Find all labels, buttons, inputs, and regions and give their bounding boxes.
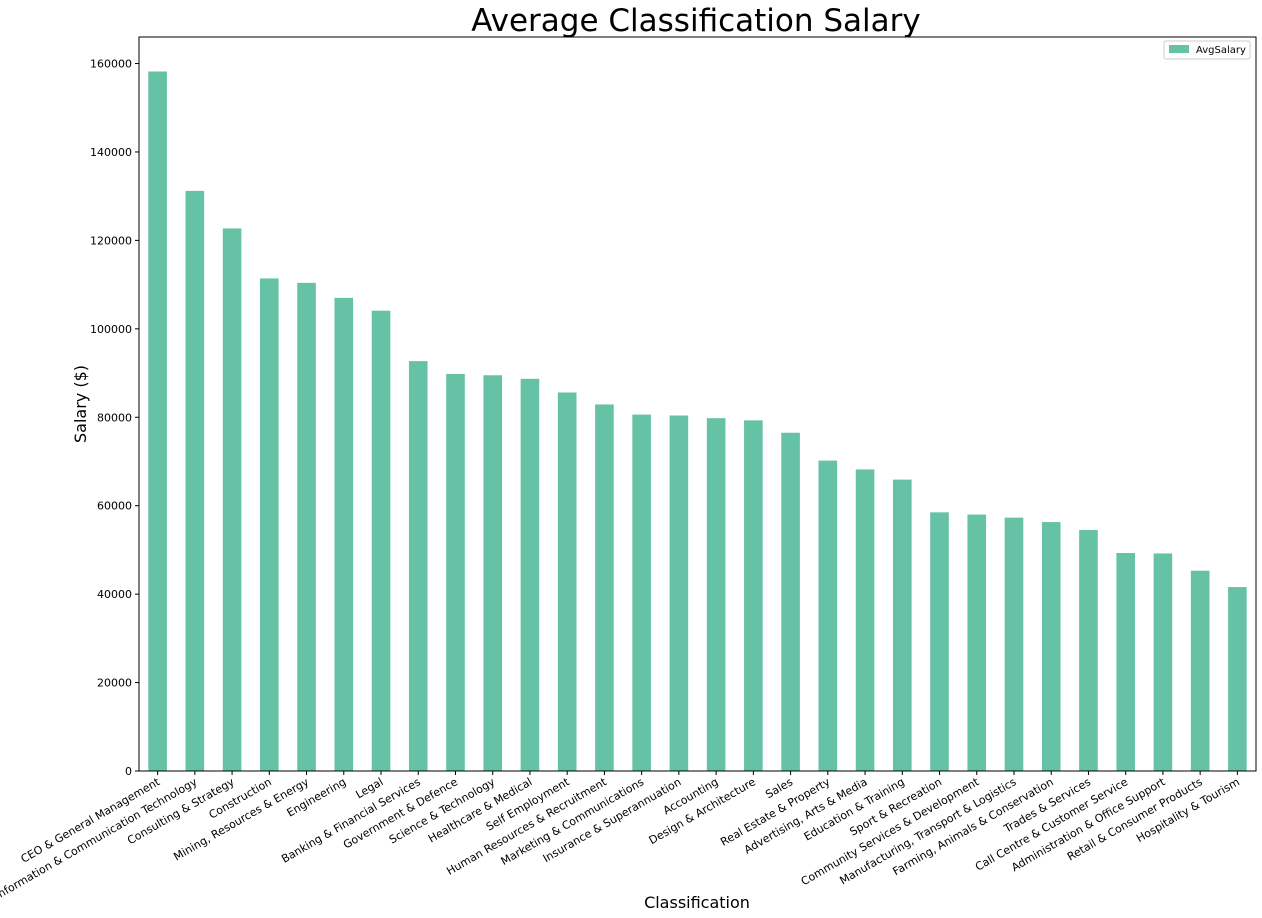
bar xyxy=(1228,587,1247,771)
legend-label: AvgSalary xyxy=(1196,45,1246,56)
bar xyxy=(185,190,205,771)
bar xyxy=(595,404,614,771)
bar xyxy=(557,392,577,771)
bar xyxy=(1004,517,1024,771)
y-tick-label: 20000 xyxy=(97,677,132,690)
x-tick-label: Information & Communication Technology xyxy=(0,775,200,902)
bar xyxy=(297,282,316,771)
bar xyxy=(148,71,167,772)
y-tick-label: 80000 xyxy=(97,411,132,424)
bar xyxy=(334,297,354,771)
bars-layer xyxy=(148,71,1247,772)
bar xyxy=(706,418,726,771)
bar xyxy=(520,378,540,771)
y-tick-label: 160000 xyxy=(90,58,132,71)
bar xyxy=(1116,553,1135,771)
bar xyxy=(632,414,651,771)
bar xyxy=(744,420,763,771)
bar xyxy=(1153,553,1173,771)
bar xyxy=(260,278,279,771)
plot-frame xyxy=(138,36,1257,772)
y-tick-label: 140000 xyxy=(90,146,132,159)
bar xyxy=(669,415,689,771)
bar xyxy=(222,228,242,771)
bar xyxy=(408,361,428,771)
bar xyxy=(967,514,987,771)
legend-swatch xyxy=(1169,45,1189,53)
y-ticks-layer: 0 20000 40000 60000 80000 100000 120000 140000 1… xyxy=(90,58,139,778)
bar xyxy=(818,460,838,771)
bar xyxy=(930,512,949,771)
bar xyxy=(892,479,912,771)
bar xyxy=(855,469,875,771)
y-tick-label: 100000 xyxy=(90,323,132,336)
bar xyxy=(371,310,391,771)
bar xyxy=(1041,522,1061,771)
bar xyxy=(1190,570,1210,771)
y-tick-label: 60000 xyxy=(97,500,132,513)
bar xyxy=(781,432,800,771)
y-tick-label: 40000 xyxy=(97,588,132,601)
legend: AvgSalary xyxy=(1163,40,1251,60)
x-axis-label: Classification xyxy=(644,893,750,912)
y-tick-label: 120000 xyxy=(90,234,132,247)
bar xyxy=(446,373,465,771)
bar xyxy=(1079,530,1098,771)
y-axis-label: Salary ($) xyxy=(71,365,90,443)
chart-title: Average Classification Salary xyxy=(471,3,921,39)
y-tick-label: 0 xyxy=(125,765,132,778)
x-tick-label: CEO & General Management xyxy=(19,775,163,866)
bar xyxy=(483,375,503,771)
